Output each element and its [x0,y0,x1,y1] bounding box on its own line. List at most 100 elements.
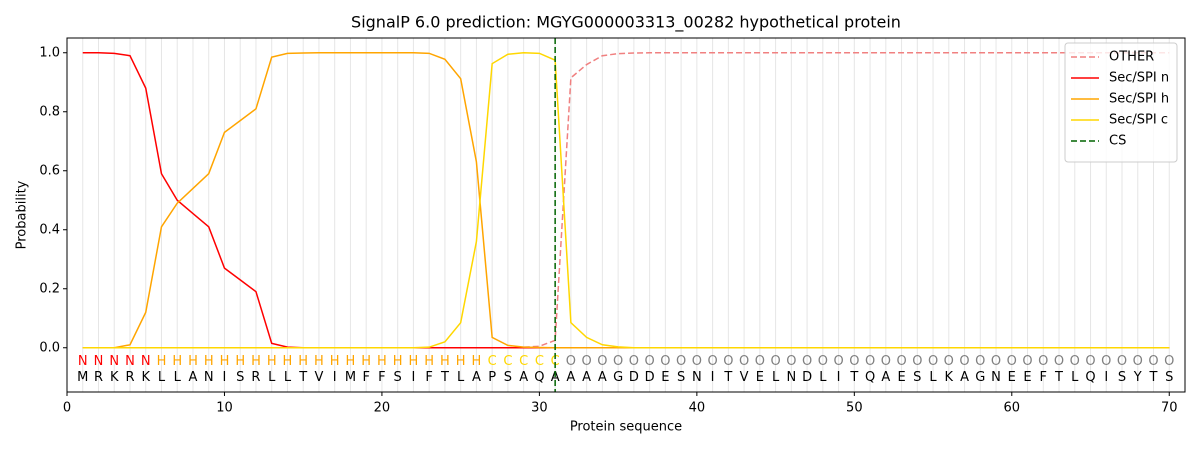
residue-label: Q [1085,370,1095,385]
x-tick-label: 0 [63,401,71,416]
residue-label: A [598,370,607,385]
residue-label: E [1008,370,1016,385]
residue-label: E [661,370,669,385]
series-line [82,51,1170,349]
residue-label: R [125,370,134,385]
residue-label: L [819,370,827,385]
region-label: H [346,354,356,369]
region-label: O [818,354,828,369]
residue-label: T [1149,370,1158,385]
region-label: C [488,354,497,369]
residue-label: L [158,370,166,385]
residue-label: E [1023,370,1031,385]
region-label: O [1038,354,1048,369]
residue-label: G [613,370,623,385]
residue-label: A [189,370,198,385]
residue-label: S [1118,370,1126,385]
region-label: O [1085,354,1095,369]
residue-label: Q [534,370,544,385]
residue-label: L [772,370,780,385]
region-label: O [1022,354,1032,369]
region-label: N [94,354,104,369]
residue-label: A [566,370,575,385]
region-label: O [582,354,592,369]
region-label: H [424,354,434,369]
region-label: H [314,354,324,369]
residue-label: I [711,370,715,385]
legend-label: OTHER [1109,50,1154,65]
region-label: N [125,354,135,369]
x-tick-label: 10 [216,401,233,416]
region-label: O [629,354,639,369]
region-label: O [912,354,922,369]
residue-label: S [236,370,244,385]
residue-label: F [425,370,432,385]
region-label: N [141,354,151,369]
region-label: O [692,354,702,369]
region-label: O [849,354,859,369]
region-label: O [802,354,812,369]
y-tick-label: 1.0 [39,45,60,60]
region-label: O [1133,354,1143,369]
residue-label: M [77,370,88,385]
region-label: H [393,354,403,369]
residue-label: I [223,370,227,385]
residue-label: D [629,370,639,385]
region-label: H [172,354,182,369]
region-label: O [597,354,607,369]
residue-label: A [881,370,890,385]
residue-label: E [756,370,764,385]
residue-label: N [692,370,702,385]
region-label: O [865,354,875,369]
region-label: H [157,354,167,369]
y-tick-label: 0.8 [39,104,60,119]
region-label: H [251,354,261,369]
legend-label: Sec/SPI c [1109,113,1168,128]
residue-label: I [333,370,337,385]
residue-label: I [412,370,416,385]
x-tick-label: 20 [374,401,391,416]
region-label: H [409,354,419,369]
plot-frame [66,37,1186,393]
residue-label: R [94,370,103,385]
series-line [82,52,1170,349]
legend-label: CS [1109,134,1126,149]
region-label: O [833,354,843,369]
residue-label: M [345,370,356,385]
residue-label: V [314,370,323,385]
residue-label: T [1054,370,1063,385]
region-label: H [330,354,340,369]
residue-label: A [582,370,591,385]
region-label: H [361,354,371,369]
region-label: C [519,354,528,369]
region-label: O [707,354,717,369]
residue-label: N [786,370,796,385]
residue-label: A [551,370,560,385]
region-label: O [613,354,623,369]
series-line [82,52,1170,349]
residue-label: P [488,370,496,385]
x-tick-label: 60 [1004,401,1021,416]
region-label: H [220,354,230,369]
region-label: N [78,354,88,369]
residue-label: N [204,370,214,385]
region-label: O [1148,354,1158,369]
residue-label: L [457,370,465,385]
residue-label: N [991,370,1001,385]
residue-label: L [1071,370,1079,385]
region-label: H [267,354,277,369]
region-label: O [896,354,906,369]
region-label: C [503,354,512,369]
region-label: O [959,354,969,369]
residue-label: L [268,370,276,385]
y-tick-label: 0.6 [39,163,60,178]
region-label: H [298,354,308,369]
region-label: O [1007,354,1017,369]
x-tick-label: 40 [689,401,706,416]
region-label: O [1117,354,1127,369]
series-line [82,52,1170,349]
region-label: O [944,354,954,369]
region-label: H [204,354,214,369]
residue-label: D [802,370,812,385]
